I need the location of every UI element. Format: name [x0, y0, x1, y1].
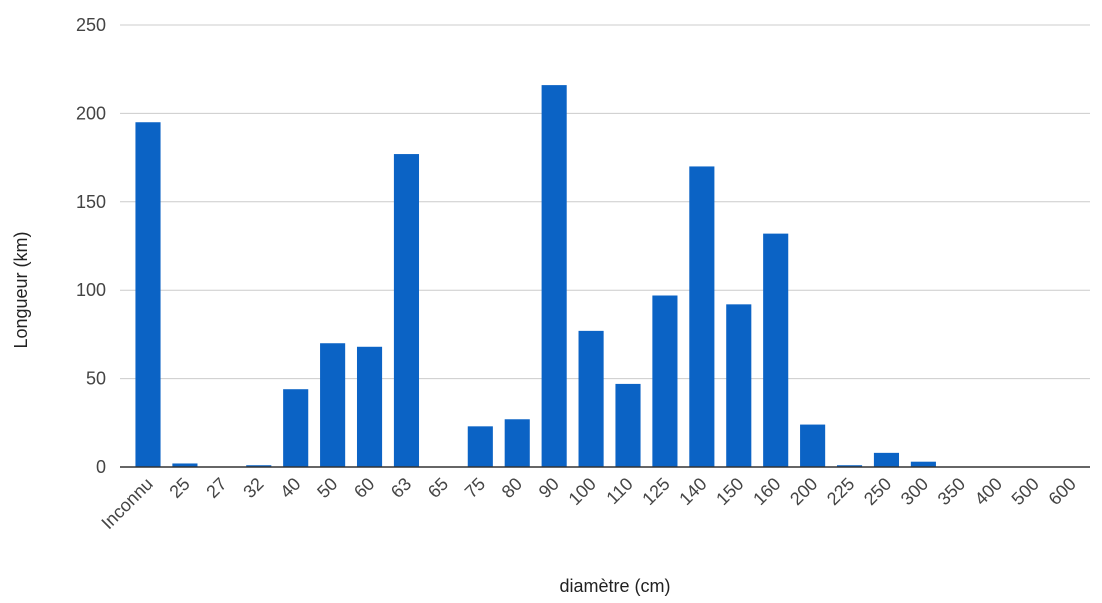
bar-63 — [393, 154, 420, 467]
x-tick-label: 63 — [387, 474, 415, 502]
x-tick-label: 600 — [1045, 474, 1080, 509]
bar-250 — [873, 452, 900, 467]
x-tick-label: 200 — [786, 474, 821, 509]
x-tick-label: 40 — [276, 474, 304, 502]
y-tick-label: 50 — [86, 369, 106, 389]
bar-100 — [578, 330, 604, 467]
y-axis-title: Longueur (km) — [11, 231, 31, 348]
bar-60 — [356, 346, 383, 467]
x-tick-label: 400 — [971, 474, 1006, 509]
x-tick-label: 125 — [638, 474, 673, 509]
bar-90 — [541, 85, 567, 467]
x-tick-label: 90 — [535, 474, 563, 502]
bar-110 — [615, 383, 641, 467]
x-tick-label: 140 — [675, 474, 710, 509]
x-axis-title: diamètre (cm) — [559, 576, 670, 596]
x-tick-label: 160 — [749, 474, 784, 509]
bars — [135, 85, 936, 468]
bar-150 — [726, 304, 752, 467]
x-tick-label: 60 — [350, 474, 378, 502]
y-tick-label: 0 — [96, 457, 106, 477]
y-tick-label: 250 — [76, 15, 106, 35]
bar-140 — [689, 166, 715, 467]
bar-160 — [763, 233, 789, 467]
y-tick-label: 200 — [76, 103, 106, 123]
y-tick-label: 100 — [76, 280, 106, 300]
bar-300 — [910, 461, 936, 467]
x-tick-label: 27 — [202, 474, 230, 502]
bar-32 — [246, 465, 272, 467]
x-tick-label: Inconnu — [97, 474, 156, 533]
bar-25 — [172, 463, 198, 467]
x-tick-label: 350 — [934, 474, 969, 509]
bar-75 — [467, 426, 493, 467]
y-tick-label: 150 — [76, 192, 106, 212]
x-tick-label: 25 — [165, 474, 193, 502]
bar-40 — [283, 389, 309, 467]
x-tick-label: 80 — [498, 474, 526, 502]
bar-50 — [320, 343, 346, 467]
bar-125 — [652, 295, 678, 467]
x-tick-label: 300 — [897, 474, 932, 509]
x-tick-label: 225 — [823, 474, 858, 509]
x-tick-label: 32 — [239, 474, 267, 502]
y-axis-ticks: 0 50 100 150 200 250 — [76, 15, 106, 477]
bar-80 — [504, 419, 530, 467]
gridlines — [120, 24, 1090, 380]
bar-inconnu — [135, 122, 161, 468]
x-tick-label: 250 — [860, 474, 895, 509]
bar-200 — [800, 424, 826, 467]
x-axis-ticks: Inconnu 25 27 32 40 50 60 63 65 75 80 90 100 110 125 14… — [97, 474, 1080, 533]
x-tick-label: 100 — [565, 474, 600, 509]
x-tick-label: 65 — [424, 474, 452, 502]
x-tick-label: 50 — [313, 474, 341, 502]
x-tick-label: 150 — [712, 474, 747, 509]
x-tick-label: 75 — [461, 474, 489, 502]
bar-225 — [836, 465, 863, 467]
x-tick-label: 110 — [602, 474, 636, 508]
x-tick-label: 500 — [1008, 474, 1043, 509]
